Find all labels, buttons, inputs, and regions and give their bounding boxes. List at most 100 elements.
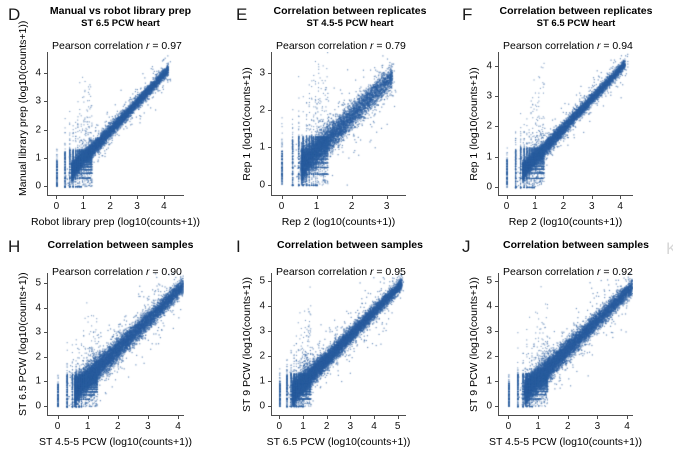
x-tick-label: 1 <box>84 421 91 432</box>
panel-letter-i: I <box>236 237 241 256</box>
annotation-value: = 0.97 <box>149 40 182 52</box>
y-tick <box>44 356 47 358</box>
x-tick-label: 2 <box>564 421 571 432</box>
panel-letter-e: E <box>236 5 248 24</box>
pearson-correlation-annotation: Pearson correlation r = 0.92 <box>503 266 633 278</box>
x-tick <box>397 416 399 419</box>
y-tick-label: 2 <box>35 351 41 363</box>
x-tick-label: 0 <box>276 421 283 432</box>
y-tick-label: 4 <box>486 300 492 312</box>
annotation-prefix: Pearson correlation <box>503 40 597 52</box>
x-tick <box>597 416 599 419</box>
y-tick-label: 3 <box>259 325 265 337</box>
pearson-correlation-annotation: Pearson correlation r = 0.79 <box>276 40 406 52</box>
pearson-correlation-annotation: Pearson correlation r = 0.95 <box>276 266 406 278</box>
panel-letter-h: H <box>8 237 21 256</box>
y-axis-spine <box>271 52 272 196</box>
y-tick-label: 4 <box>486 60 492 72</box>
y-tick <box>495 405 498 407</box>
y-tick-label: 0 <box>486 181 492 193</box>
x-tick <box>627 416 629 419</box>
y-axis-label: Rep 1 (log10(counts+1)) <box>241 67 253 181</box>
x-tick <box>136 196 138 199</box>
x-tick <box>316 196 318 199</box>
y-tick-label: 3 <box>259 67 265 79</box>
y-tick <box>44 157 47 159</box>
x-axis-label: Rep 2 (log10(counts+1)) <box>508 216 623 228</box>
y-tick-label: 2 <box>35 124 41 136</box>
y-axis-label: ST 6.5 PCW (log10(counts+1)) <box>17 272 29 416</box>
annotation-prefix: Pearson correlation <box>276 40 370 52</box>
x-tick-label: 1 <box>313 201 320 212</box>
annotation-r-symbol: r <box>369 40 374 52</box>
y-tick <box>44 406 47 408</box>
x-tick <box>534 196 536 199</box>
scatter-points <box>47 273 184 416</box>
x-axis-label: ST 4.5-5 PCW (log10(counts+1)) <box>39 436 192 448</box>
panel-title: Correlation between samples <box>277 239 423 251</box>
y-tick-label: 4 <box>35 302 41 314</box>
x-tick <box>374 416 376 419</box>
x-tick-label: 4 <box>617 201 623 212</box>
x-tick-label: 2 <box>560 201 567 212</box>
y-tick <box>268 280 271 282</box>
plot-area <box>47 52 184 196</box>
y-tick <box>44 73 47 75</box>
y-tick-label: 1 <box>259 141 265 153</box>
x-tick <box>87 416 89 419</box>
x-tick-label: 1 <box>535 421 541 432</box>
x-tick-label: 1 <box>80 201 87 212</box>
x-tick-label: 5 <box>394 421 401 432</box>
x-tick <box>163 196 165 199</box>
x-tick-label: 3 <box>383 201 390 212</box>
annotation-prefix: Pearson correlation <box>276 266 370 278</box>
x-tick-label: 2 <box>107 201 113 212</box>
y-tick-label: 1 <box>486 375 492 387</box>
panel-subtitle: ST 4.5-5 PCW heart <box>306 18 394 29</box>
x-tick <box>591 196 593 199</box>
y-axis-spine <box>271 273 272 416</box>
x-tick-label: 3 <box>594 421 601 432</box>
y-axis-spine <box>47 273 48 416</box>
y-tick <box>268 330 271 332</box>
x-tick <box>56 196 58 199</box>
x-tick-label: 0 <box>503 201 510 212</box>
y-tick-label: 1 <box>35 375 41 387</box>
y-tick <box>268 305 271 307</box>
x-tick-label: 4 <box>161 201 167 212</box>
y-tick <box>44 129 47 131</box>
y-tick <box>495 355 498 357</box>
panel-subtitle: ST 6.5 PCW heart <box>81 18 160 29</box>
x-tick <box>302 416 304 419</box>
y-tick-label: 5 <box>259 275 265 287</box>
x-tick <box>567 416 569 419</box>
y-axis-label: Rep 1 (log10(counts+1)) <box>468 67 480 181</box>
annotation-r-symbol: r <box>145 266 150 278</box>
y-tick-label: 2 <box>259 350 265 362</box>
y-tick <box>268 109 271 111</box>
partial-panel-letter-right-edge: K <box>666 239 673 258</box>
annotation-prefix: Pearson correlation <box>503 266 597 278</box>
x-tick <box>386 196 388 199</box>
y-tick <box>44 332 47 334</box>
pearson-correlation-annotation: Pearson correlation r = 0.90 <box>52 266 182 278</box>
scatter-points <box>498 273 633 416</box>
annotation-r-symbol: r <box>596 266 601 278</box>
x-tick <box>147 416 149 419</box>
y-tick <box>495 380 498 382</box>
x-tick-label: 3 <box>347 421 354 432</box>
pearson-correlation-annotation: Pearson correlation r = 0.97 <box>52 40 182 52</box>
x-axis-label: ST 4.5-5 PCW (log10(counts+1)) <box>489 436 642 448</box>
y-axis-spine <box>498 273 499 416</box>
annotation-r-symbol: r <box>145 40 150 52</box>
x-tick <box>177 416 179 419</box>
x-tick-label: 0 <box>278 201 285 212</box>
y-tick <box>495 65 498 67</box>
y-tick <box>268 380 271 382</box>
y-tick-label: 1 <box>259 375 265 387</box>
x-axis-spine <box>498 195 633 196</box>
x-axis-label: Rep 2 (log10(counts+1)) <box>281 216 396 228</box>
